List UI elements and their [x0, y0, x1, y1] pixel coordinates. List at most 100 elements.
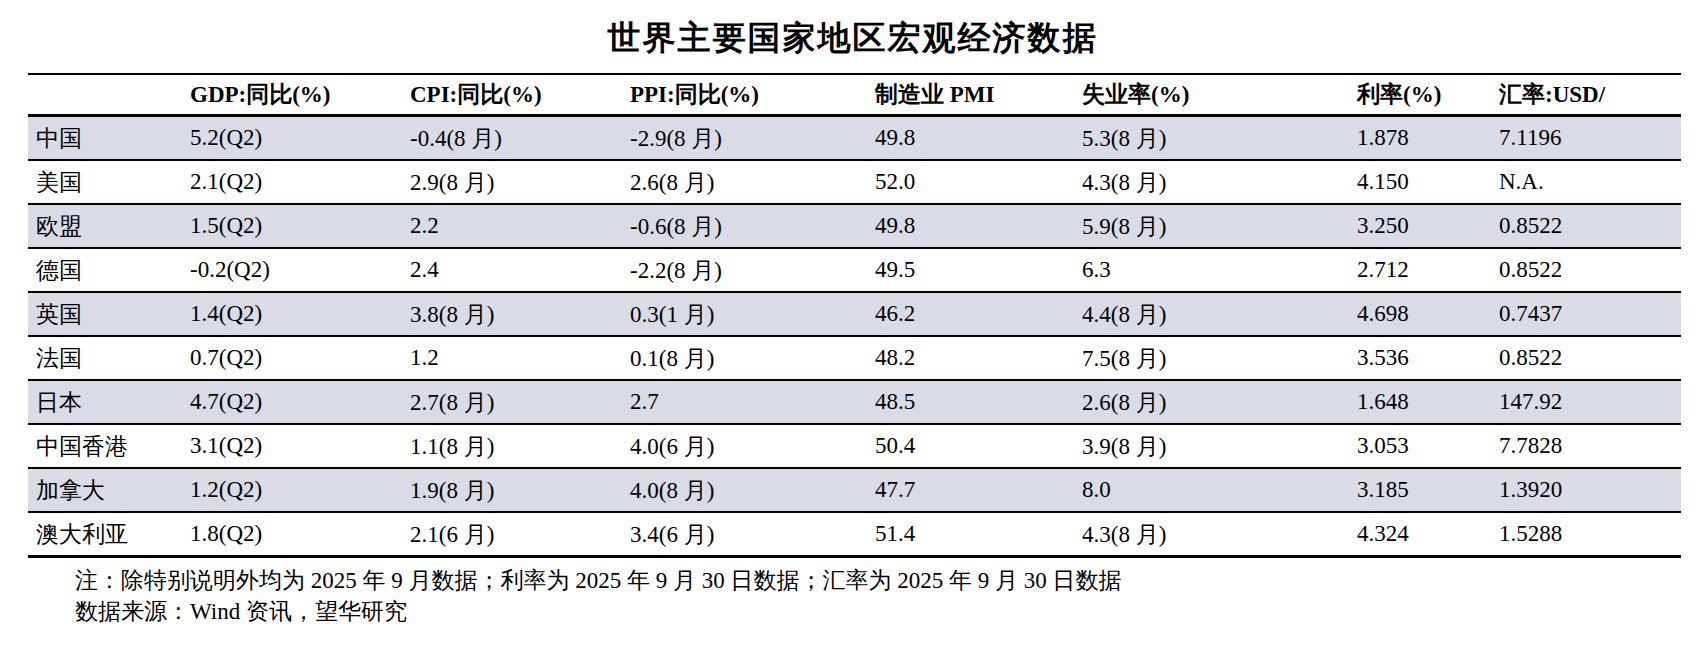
- table-row: 欧盟1.5(Q2)2.2-0.6(8 月)49.85.9(8 月)3.2500.…: [28, 204, 1681, 248]
- table-cell: 49.8: [873, 116, 1080, 161]
- table-cell: 49.5: [873, 248, 1080, 292]
- table-cell: -0.4(8 月): [408, 116, 628, 161]
- table-cell: 3.250: [1355, 204, 1497, 248]
- footnote-data-dates: 注：除特别说明外均为 2025 年 9 月数据；利率为 2025 年 9 月 3…: [75, 565, 1705, 596]
- table-cell: 5.9(8 月): [1080, 204, 1355, 248]
- column-header-country: [28, 74, 188, 116]
- table-row: 法国0.7(Q2)1.20.1(8 月)48.27.5(8 月)3.5360.8…: [28, 336, 1681, 380]
- page-title: 世界主要国家地区宏观经济数据: [0, 16, 1705, 60]
- table-cell: 3.536: [1355, 336, 1497, 380]
- table-cell: 4.698: [1355, 292, 1497, 336]
- table-cell: N.A.: [1497, 160, 1681, 204]
- table-cell: 3.4(6 月): [628, 512, 873, 557]
- table-cell: 4.3(8 月): [1080, 160, 1355, 204]
- table-cell: 7.7828: [1497, 424, 1681, 468]
- column-header-gdp: GDP:同比(%): [188, 74, 408, 116]
- table-cell: 2.9(8 月): [408, 160, 628, 204]
- table-cell: 4.324: [1355, 512, 1497, 557]
- footnotes: 注：除特别说明外均为 2025 年 9 月数据；利率为 2025 年 9 月 3…: [75, 565, 1705, 627]
- row-country-label: 澳大利亚: [28, 512, 188, 557]
- table-body: 中国5.2(Q2)-0.4(8 月)-2.9(8 月)49.85.3(8 月)1…: [28, 116, 1681, 557]
- table-cell: 2.6(8 月): [1080, 380, 1355, 424]
- table-cell: 3.053: [1355, 424, 1497, 468]
- table-header-row: GDP:同比(%) CPI:同比(%) PPI:同比(%) 制造业 PMI 失业…: [28, 74, 1681, 116]
- macro-data-table: GDP:同比(%) CPI:同比(%) PPI:同比(%) 制造业 PMI 失业…: [28, 73, 1681, 558]
- table-cell: -0.2(Q2): [188, 248, 408, 292]
- table-cell: 2.2: [408, 204, 628, 248]
- table-cell: 4.4(8 月): [1080, 292, 1355, 336]
- table-cell: -0.6(8 月): [628, 204, 873, 248]
- row-country-label: 中国: [28, 116, 188, 161]
- table-cell: 1.8(Q2): [188, 512, 408, 557]
- table-cell: 1.1(8 月): [408, 424, 628, 468]
- table-cell: 4.0(8 月): [628, 468, 873, 512]
- table-row: 德国-0.2(Q2)2.4-2.2(8 月)49.56.32.7120.8522: [28, 248, 1681, 292]
- table-row: 澳大利亚1.8(Q2)2.1(6 月)3.4(6 月)51.44.3(8 月)4…: [28, 512, 1681, 557]
- table-cell: 48.2: [873, 336, 1080, 380]
- table-cell: 0.7437: [1497, 292, 1681, 336]
- column-header-fx-rate: 汇率:USD/: [1497, 74, 1681, 116]
- table-cell: 0.8522: [1497, 336, 1681, 380]
- table-cell: 0.3(1 月): [628, 292, 873, 336]
- table-row: 美国2.1(Q2)2.9(8 月)2.6(8 月)52.04.3(8 月)4.1…: [28, 160, 1681, 204]
- table-cell: 3.1(Q2): [188, 424, 408, 468]
- table-cell: 0.1(8 月): [628, 336, 873, 380]
- table-cell: 7.1196: [1497, 116, 1681, 161]
- table-cell: 2.1(6 月): [408, 512, 628, 557]
- table-cell: -2.9(8 月): [628, 116, 873, 161]
- table-cell: 2.4: [408, 248, 628, 292]
- table-cell: 147.92: [1497, 380, 1681, 424]
- table-header: GDP:同比(%) CPI:同比(%) PPI:同比(%) 制造业 PMI 失业…: [28, 74, 1681, 116]
- column-header-pmi: 制造业 PMI: [873, 74, 1080, 116]
- table-cell: 8.0: [1080, 468, 1355, 512]
- table-cell: 50.4: [873, 424, 1080, 468]
- row-country-label: 英国: [28, 292, 188, 336]
- row-country-label: 日本: [28, 380, 188, 424]
- table-cell: 0.7(Q2): [188, 336, 408, 380]
- table-cell: 5.2(Q2): [188, 116, 408, 161]
- table-cell: 3.8(8 月): [408, 292, 628, 336]
- table-cell: 3.185: [1355, 468, 1497, 512]
- table-cell: 1.648: [1355, 380, 1497, 424]
- row-country-label: 法国: [28, 336, 188, 380]
- table-cell: 7.5(8 月): [1080, 336, 1355, 380]
- table-cell: 1.5(Q2): [188, 204, 408, 248]
- table-cell: 4.7(Q2): [188, 380, 408, 424]
- table-cell: 4.3(8 月): [1080, 512, 1355, 557]
- table-cell: 2.712: [1355, 248, 1497, 292]
- table-cell: 4.0(6 月): [628, 424, 873, 468]
- row-country-label: 加拿大: [28, 468, 188, 512]
- table-cell: 0.8522: [1497, 248, 1681, 292]
- table-cell: 46.2: [873, 292, 1080, 336]
- table-cell: 49.8: [873, 204, 1080, 248]
- table-cell: 51.4: [873, 512, 1080, 557]
- column-header-ppi: PPI:同比(%): [628, 74, 873, 116]
- report-page: 世界主要国家地区宏观经济数据 GDP:同比(%) CPI:同比(%) PPI:同…: [0, 0, 1705, 654]
- table-cell: 2.6(8 月): [628, 160, 873, 204]
- table-cell: 1.2(Q2): [188, 468, 408, 512]
- column-header-unemployment: 失业率(%): [1080, 74, 1355, 116]
- table-cell: 4.150: [1355, 160, 1497, 204]
- row-country-label: 美国: [28, 160, 188, 204]
- table-cell: 2.7: [628, 380, 873, 424]
- row-country-label: 欧盟: [28, 204, 188, 248]
- table-cell: 2.1(Q2): [188, 160, 408, 204]
- footnote-data-source: 数据来源：Wind 资讯，望华研究: [75, 596, 1705, 627]
- table-cell: 3.9(8 月): [1080, 424, 1355, 468]
- row-country-label: 德国: [28, 248, 188, 292]
- table-cell: 1.2: [408, 336, 628, 380]
- table-cell: 2.7(8 月): [408, 380, 628, 424]
- table-row: 日本4.7(Q2)2.7(8 月)2.748.52.6(8 月)1.648147…: [28, 380, 1681, 424]
- table-cell: -2.2(8 月): [628, 248, 873, 292]
- table-cell: 5.3(8 月): [1080, 116, 1355, 161]
- column-header-cpi: CPI:同比(%): [408, 74, 628, 116]
- table-cell: 0.8522: [1497, 204, 1681, 248]
- table-cell: 47.7: [873, 468, 1080, 512]
- table-row: 英国1.4(Q2)3.8(8 月)0.3(1 月)46.24.4(8 月)4.6…: [28, 292, 1681, 336]
- table-cell: 6.3: [1080, 248, 1355, 292]
- table-cell: 1.878: [1355, 116, 1497, 161]
- table-row: 中国5.2(Q2)-0.4(8 月)-2.9(8 月)49.85.3(8 月)1…: [28, 116, 1681, 161]
- table-cell: 1.5288: [1497, 512, 1681, 557]
- column-header-interest-rate: 利率(%): [1355, 74, 1497, 116]
- table-cell: 1.9(8 月): [408, 468, 628, 512]
